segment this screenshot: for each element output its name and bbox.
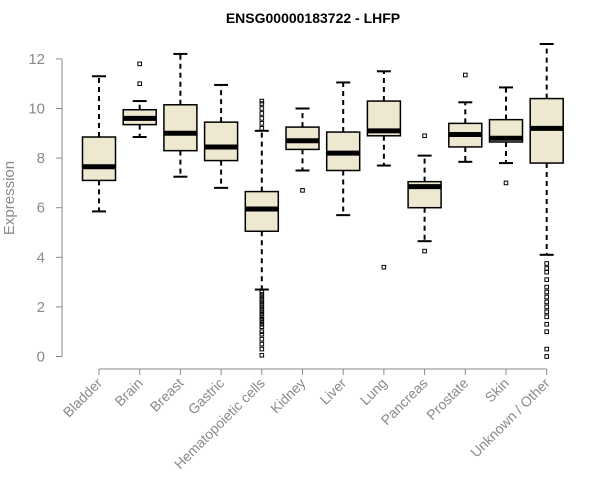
outlier-point [259,121,265,126]
outlier-point [544,354,550,359]
outlier-point [422,133,427,139]
outlier-point [422,248,427,254]
outlier-point [544,321,550,327]
category-label: Brain [111,375,145,409]
box-gastric [203,83,239,189]
y-tick-label: 8 [37,150,45,167]
category-label: Skin [482,375,513,406]
box-liver [325,81,361,217]
outlier-point [259,111,265,116]
box-lung [366,70,402,270]
outlier-point [137,81,142,87]
box-iqr [163,104,198,152]
outlier-point [259,307,265,312]
outlier-point [259,101,265,106]
outlier-point [259,329,265,334]
y-tick-label: 0 [37,349,45,366]
category-label: Lung [357,375,390,408]
outlier-point [381,264,387,270]
y-tick-label: 6 [37,200,45,217]
outlier-point [544,266,550,271]
outlier-point [259,346,265,352]
outlier-point [259,289,265,295]
outlier-point [259,116,265,121]
outlier-point [259,302,265,307]
outlier-point [544,304,550,310]
outlier-point [463,72,468,78]
box-breast [163,52,198,178]
outlier-point [544,277,550,282]
outlier-point [544,309,550,315]
outlier-point [544,269,550,275]
outlier-point [259,297,265,302]
outlier-point [259,352,265,358]
box-unknown-other [529,43,564,359]
outlier-point [259,314,265,320]
outlier-point [259,312,265,317]
y-tick-label: 2 [37,299,45,316]
box-pancreas [407,133,442,254]
box-iqr [203,121,239,162]
category-label: Liver [317,375,350,408]
outlier-point [259,324,265,330]
outlier-point [544,314,550,320]
box-iqr [81,136,117,182]
outlier-point [259,299,265,305]
outlier-point [544,346,550,352]
outlier-point [259,336,265,342]
category-label: Breast [147,375,187,415]
outlier-point [544,289,550,295]
box-prostate [448,72,483,163]
outlier-point [259,321,265,327]
outlier-point [259,309,265,315]
outlier-point [259,106,265,111]
outlier-point [259,319,265,325]
outlier-point [259,331,265,337]
category-label: Prostate [423,375,471,423]
outlier-point [259,98,265,104]
boxes [81,43,564,359]
outlier-point [259,292,265,297]
outlier-point [259,304,265,310]
category-label: Kidney [267,375,309,417]
outlier-point [544,284,550,290]
outlier-point [259,341,265,347]
outlier-point [544,329,550,334]
category-label: Bladder [60,375,106,421]
box-brain [122,61,157,139]
box-bladder [81,75,117,213]
y-axis: 0 2 4 6 8 10 12 [28,51,63,366]
outlier-point [137,61,142,67]
box-hematopoietic-cells [244,98,280,358]
outlier-point [544,261,550,266]
y-tick-label: 12 [28,51,45,68]
outlier-point [259,126,265,131]
y-axis-label: Expression [1,161,18,235]
chart-title: ENSG00000183722 - LHFP [226,10,400,26]
outlier-point [259,294,265,300]
outlier-point [544,294,550,300]
outlier-point [544,299,550,305]
box-kidney [285,107,320,193]
y-tick-label: 4 [37,249,45,266]
y-tick-label: 10 [28,101,45,118]
box-skin [488,86,524,186]
outlier-point [259,317,265,322]
outlier-point [300,188,305,193]
outlier-point [503,180,509,186]
